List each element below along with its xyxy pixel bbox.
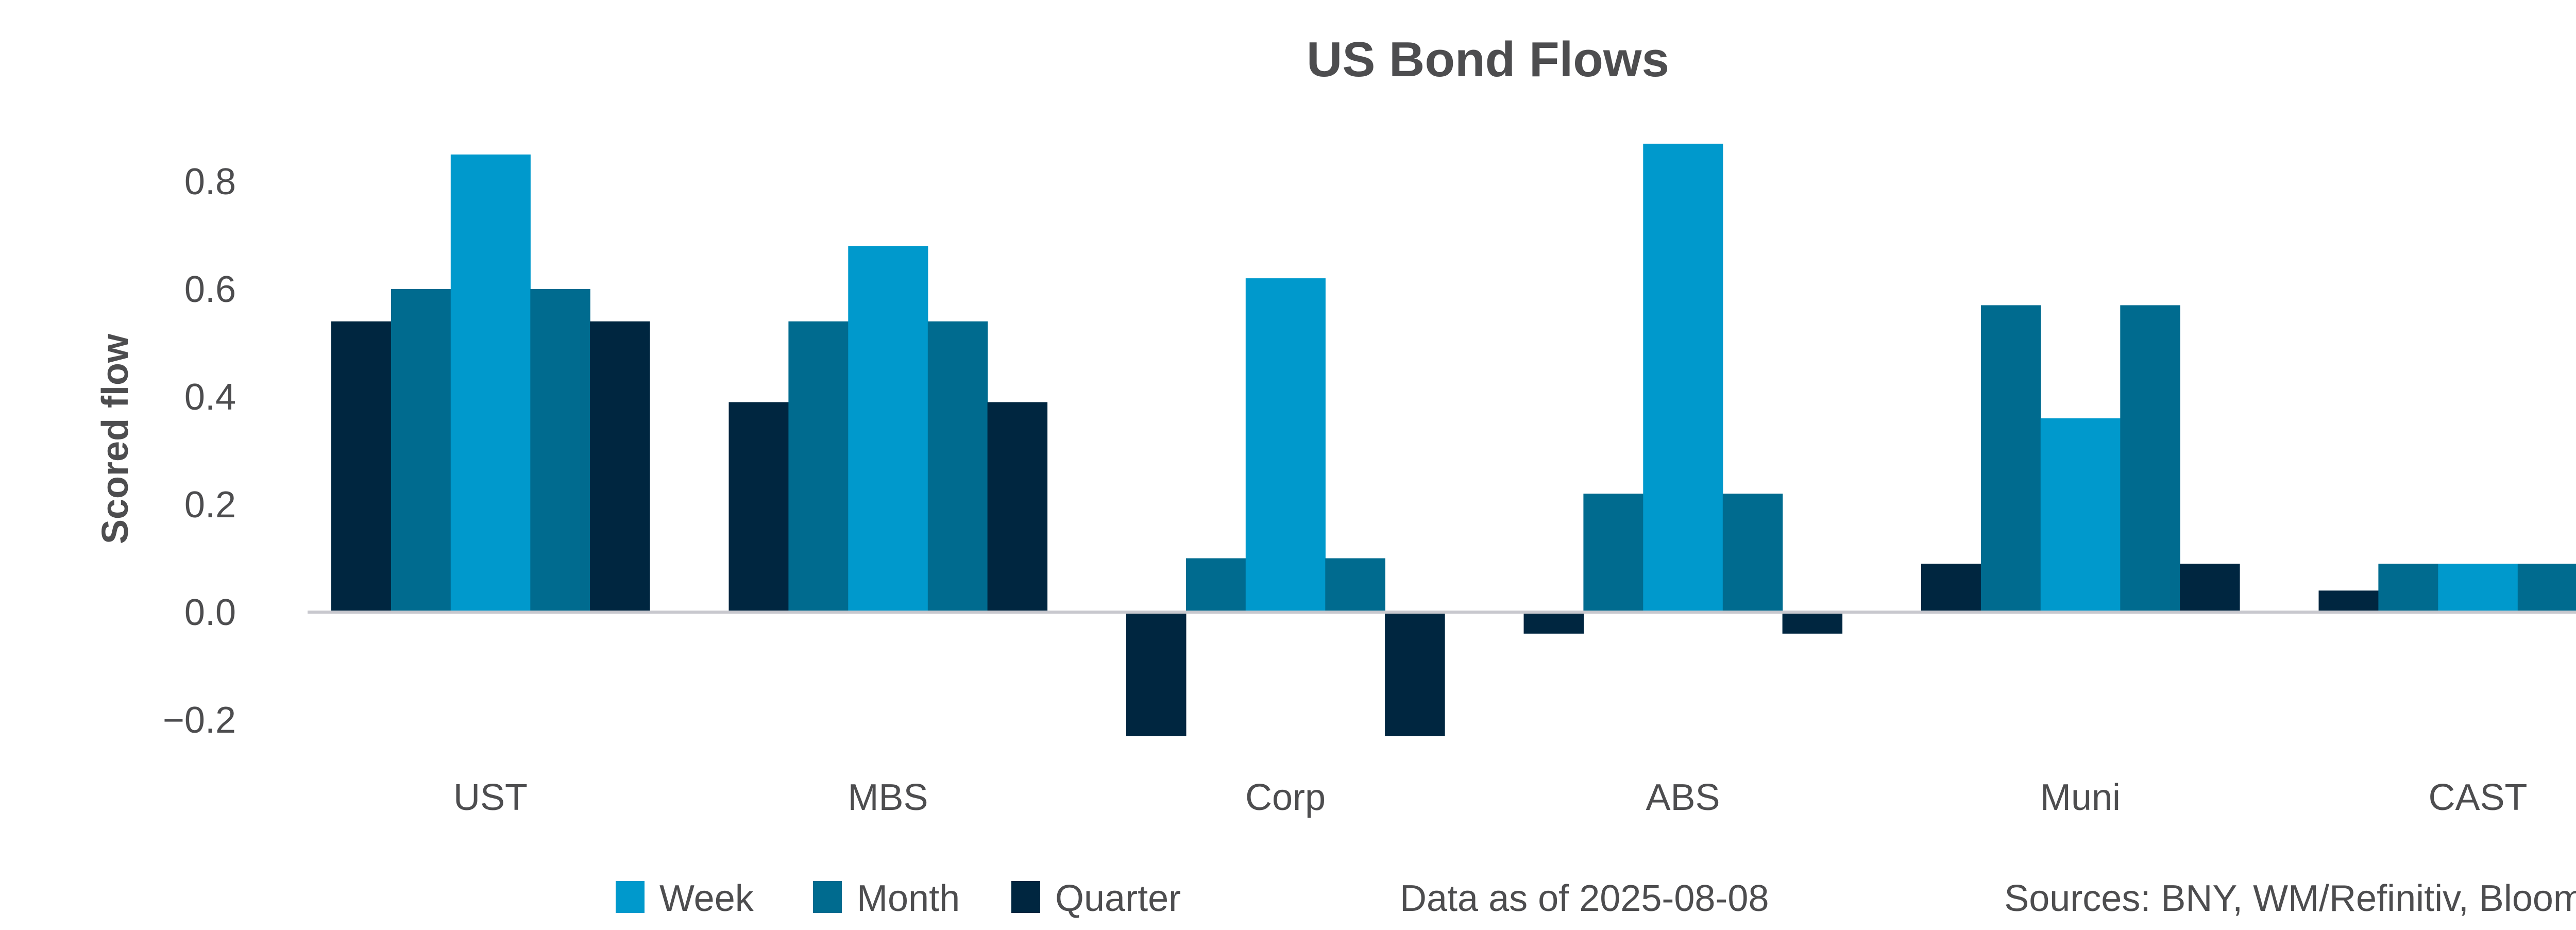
y-axis-ticks: −0.2 0.0 0.2 0.4 0.6 0.8 — [163, 161, 236, 741]
x-tick-label: ABS — [1646, 777, 1720, 818]
x-tick-label: Corp — [1245, 777, 1326, 818]
sources-note: Sources: BNY, WM/Refinitiv, Bloomberg — [2004, 878, 2576, 919]
legend-label-month: Month — [857, 878, 960, 919]
bar-abs-quarter — [1523, 612, 1584, 634]
bar-cast-quarter — [2318, 590, 2379, 612]
legend-swatch-week — [616, 881, 645, 913]
bar-muni-quarter — [2180, 564, 2240, 612]
bar-mbs-week — [848, 246, 928, 612]
bar-muni-month — [1980, 305, 2041, 612]
bar-cast-week — [2438, 564, 2518, 612]
chart-title: US Bond Flows — [1307, 32, 1669, 87]
legend-label-week: Week — [659, 878, 754, 919]
bar-corp-month — [1325, 558, 1385, 612]
bar-corp-quarter — [1385, 612, 1445, 736]
bar-mbs-month — [788, 321, 849, 612]
y-tick-label: 0.4 — [184, 377, 236, 418]
bar-ust-quarter — [331, 321, 392, 612]
bar-mbs-quarter — [987, 402, 1048, 613]
y-tick-label: 0.6 — [184, 269, 236, 310]
x-tick-label: MBS — [848, 777, 928, 818]
bar-abs-quarter — [1782, 612, 1843, 634]
x-tick-label: UST — [453, 777, 528, 818]
bar-muni-week — [2040, 418, 2121, 612]
bar-corp-month — [1185, 558, 1246, 612]
bar-corp-week — [1245, 278, 1326, 612]
bar-ust-quarter — [590, 321, 650, 612]
bar-ust-week — [450, 154, 531, 613]
legend-swatch-month — [813, 881, 842, 913]
legend: Week Month Quarter — [616, 878, 1181, 919]
legend-label-quarter: Quarter — [1055, 878, 1181, 919]
bar-cast-month — [2378, 564, 2438, 612]
x-axis-ticks: UST MBS Corp ABS Muni CAST — [453, 777, 2528, 818]
bar-mbs-quarter — [728, 402, 789, 613]
data-date-note: Data as of 2025-08-08 — [1400, 878, 1769, 919]
bar-muni-month — [2120, 305, 2180, 612]
bar-cast-month — [2517, 564, 2576, 612]
bars-layer — [331, 143, 2576, 736]
bar-abs-week — [1643, 143, 1723, 612]
bar-corp-quarter — [1126, 612, 1187, 736]
y-tick-label: 0.2 — [184, 484, 236, 526]
x-tick-label: Muni — [2040, 777, 2121, 818]
y-tick-label: 0.8 — [184, 161, 236, 202]
y-axis-label: Scored flow — [95, 333, 136, 544]
bar-abs-month — [1583, 494, 1643, 612]
bar-muni-quarter — [1921, 564, 1981, 612]
bar-ust-month — [530, 289, 590, 612]
bar-ust-month — [391, 289, 451, 612]
y-tick-label: 0.0 — [184, 592, 236, 633]
bar-abs-month — [1722, 494, 1783, 612]
y-tick-label: −0.2 — [163, 700, 236, 741]
bar-mbs-month — [927, 321, 988, 612]
legend-swatch-quarter — [1011, 881, 1040, 913]
x-tick-label: CAST — [2428, 777, 2527, 818]
